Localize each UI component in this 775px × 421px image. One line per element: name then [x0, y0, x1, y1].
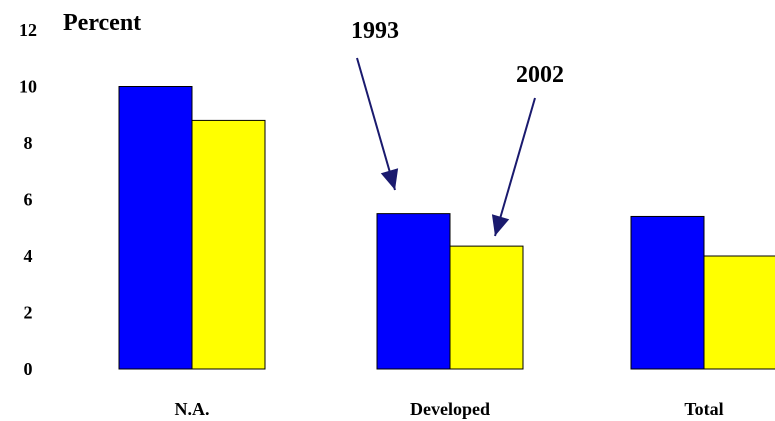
category-label: N.A. — [175, 399, 210, 419]
y-tick-label: 12 — [19, 20, 37, 40]
bar-1993-na — [118, 86, 193, 370]
bar-2002-total — [703, 255, 775, 370]
y-tick-label: 10 — [19, 77, 37, 97]
y-axis-unit-label: Percent — [63, 10, 141, 36]
y-tick-label: 0 — [24, 359, 33, 379]
arrow-head-icon — [491, 214, 510, 236]
category-label: Developed — [410, 399, 490, 419]
bar-1993-total — [630, 215, 705, 370]
y-tick-label: 2 — [24, 303, 33, 323]
bar-2002-na — [191, 119, 266, 370]
bars — [118, 86, 775, 370]
arrow-head-icon — [380, 168, 399, 190]
y-axis-ticks: 0 2 4 6 8 10 12 — [19, 20, 37, 379]
bar-1993-developed — [376, 213, 451, 370]
y-tick-label: 4 — [24, 246, 33, 266]
y-tick-label: 6 — [24, 190, 33, 210]
annotation-arrow-line — [494, 97, 536, 237]
series-annotations: 1993 2002 — [351, 18, 564, 237]
y-tick-label: 8 — [24, 133, 33, 153]
annotation-arrow-line — [356, 57, 396, 191]
series-label-2002: 2002 — [516, 62, 564, 88]
series-label-1993: 1993 — [351, 18, 399, 44]
category-labels: N.A. Developed Total — [175, 399, 724, 419]
bar-2002-developed — [449, 245, 524, 370]
category-label: Total — [684, 399, 723, 419]
